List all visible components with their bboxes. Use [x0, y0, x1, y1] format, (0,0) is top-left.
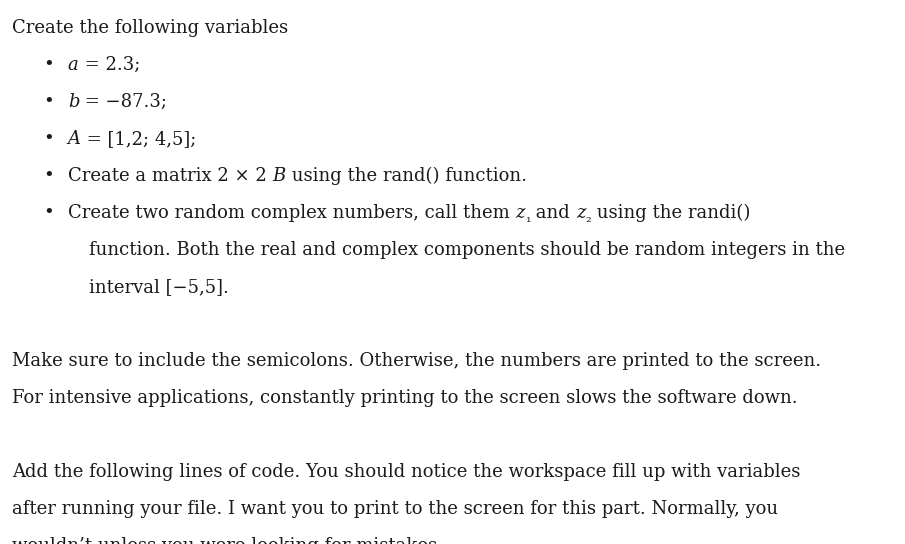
Text: Make sure to include the semicolons. Otherwise, the numbers are printed to the s: Make sure to include the semicolons. Oth… — [12, 352, 821, 370]
Text: b: b — [68, 93, 80, 111]
Text: wouldn’t unless you were looking for mistakes.: wouldn’t unless you were looking for mis… — [12, 537, 443, 544]
Text: •: • — [43, 130, 54, 148]
Text: and: and — [530, 204, 576, 222]
Text: Add the following lines of code. You should notice the workspace fill up with va: Add the following lines of code. You sho… — [12, 463, 800, 481]
Text: = 2.3;: = 2.3; — [79, 56, 140, 74]
Text: A: A — [68, 130, 81, 148]
Text: ₂: ₂ — [586, 211, 591, 225]
Text: For intensive applications, constantly printing to the screen slows the software: For intensive applications, constantly p… — [12, 389, 797, 407]
Text: Create two random complex numbers, call them: Create two random complex numbers, call … — [68, 204, 515, 222]
Text: z: z — [515, 204, 525, 222]
Text: function. Both the real and complex components should be random integers in the: function. Both the real and complex comp… — [89, 241, 844, 259]
Text: after running your file. I want you to print to the screen for this part. Normal: after running your file. I want you to p… — [12, 500, 778, 518]
Text: •: • — [43, 93, 54, 111]
Text: z: z — [576, 204, 586, 222]
Text: B: B — [272, 167, 286, 185]
Text: Create a matrix 2 × 2: Create a matrix 2 × 2 — [68, 167, 272, 185]
Text: Create the following variables: Create the following variables — [12, 19, 288, 37]
Text: using the rand() function.: using the rand() function. — [286, 167, 527, 186]
Text: •: • — [43, 56, 54, 74]
Text: ₁: ₁ — [525, 211, 530, 225]
Text: = −87.3;: = −87.3; — [80, 93, 167, 111]
Text: = [1,2; 4,5];: = [1,2; 4,5]; — [81, 130, 196, 148]
Text: interval [−5,5].: interval [−5,5]. — [89, 278, 229, 296]
Text: •: • — [43, 167, 54, 185]
Text: using the randi(): using the randi() — [591, 204, 750, 222]
Text: a: a — [68, 56, 79, 74]
Text: •: • — [43, 204, 54, 222]
